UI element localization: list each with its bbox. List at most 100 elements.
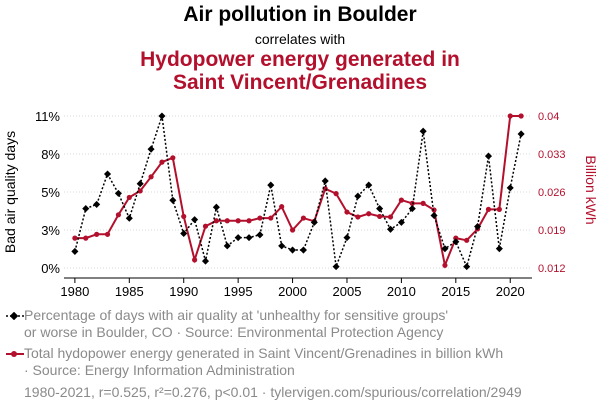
title2-line2: Saint Vincent/Grenadines: [172, 71, 428, 94]
data-point-hydropower: [420, 200, 426, 206]
x-tick-label: 2010: [387, 284, 416, 299]
data-point-air-quality: [354, 192, 362, 200]
data-point-hydropower: [115, 212, 122, 218]
title2-line1: Hydopower energy generated in: [140, 48, 460, 71]
data-point-hydropower: [289, 227, 296, 233]
data-point-hydropower: [159, 159, 165, 165]
data-point-hydropower: [94, 231, 100, 237]
x-tick-label: 1990: [169, 284, 198, 299]
data-point-hydropower: [72, 235, 78, 241]
data-point-hydropower: [366, 211, 372, 217]
data-point-hydropower: [333, 191, 339, 197]
data-point-hydropower: [496, 206, 502, 212]
data-point-air-quality: [267, 181, 275, 189]
data-point-air-quality: [310, 218, 318, 226]
grid-lines: [64, 115, 532, 269]
data-point-air-quality: [365, 181, 373, 189]
y2-tick-label: 0.026: [538, 187, 566, 199]
data-point-hydropower: [181, 213, 187, 220]
chart-title: Air pollution in Boulder: [183, 3, 417, 26]
data-point-hydropower: [224, 218, 230, 224]
data-point-hydropower: [257, 215, 263, 221]
y-tick-label: 0%: [41, 261, 60, 276]
data-point-air-quality: [180, 229, 188, 237]
data-point-air-quality: [343, 234, 351, 242]
data-point-air-quality: [212, 203, 220, 211]
data-point-hydropower: [192, 257, 198, 263]
series-line-hydropower: [74, 115, 522, 269]
y2-tick-label: 0.033: [538, 149, 566, 161]
data-point-hydropower: [137, 188, 143, 194]
data-point-air-quality: [158, 112, 166, 120]
data-point-air-quality: [82, 205, 90, 213]
y2-tick-label: 0.012: [538, 263, 566, 275]
data-point-hydropower: [485, 206, 492, 212]
data-point-air-quality: [234, 234, 242, 242]
data-point-air-quality: [71, 247, 79, 255]
legend-text-air-quality-line1: Percentage of days with air quality at '…: [24, 307, 449, 323]
data-point-hydropower: [104, 231, 111, 237]
x-tick-label: 2005: [333, 284, 362, 299]
data-point-air-quality: [506, 184, 514, 192]
data-point-air-quality: [93, 200, 101, 208]
data-point-air-quality: [191, 216, 199, 224]
data-point-air-quality: [256, 231, 264, 239]
legend-text-air-quality-line2: or worse in Boulder, CO · Source: Enviro…: [24, 324, 444, 340]
data-point-air-quality: [463, 263, 471, 271]
y-axis-tick-labels: 0% 3% 5% 8% 11%: [35, 109, 60, 276]
data-point-air-quality: [245, 234, 253, 242]
data-point-hydropower: [398, 197, 404, 203]
y-tick-label: 3%: [41, 223, 60, 238]
data-point-air-quality: [517, 130, 525, 138]
data-point-hydropower: [279, 204, 285, 210]
y2-tick-label: 0.04: [538, 111, 559, 123]
data-point-hydropower: [453, 235, 459, 241]
y-tick-label: 11%: [35, 109, 60, 124]
data-point-hydropower: [83, 235, 89, 241]
data-point-air-quality: [376, 205, 384, 213]
data-point-air-quality: [125, 214, 133, 222]
chart-title-secondary: Hydopower energy generated in Saint Vinc…: [0, 48, 600, 94]
data-point-air-quality: [299, 246, 307, 254]
x-axis: 1980 1985 1990 1995 2000 2005 2010 2015 2020: [60, 277, 532, 299]
y2-axis-label: Billion kWh: [583, 155, 599, 224]
y-axis-label: Bad air quality days: [2, 131, 18, 253]
x-tick-label: 2000: [278, 284, 307, 299]
data-point-air-quality: [223, 242, 231, 250]
data-point-air-quality: [452, 238, 460, 246]
legend-marker-hydropower: [6, 351, 24, 357]
data-point-air-quality: [114, 189, 122, 197]
data-point-hydropower: [148, 174, 154, 180]
data-point-hydropower: [464, 237, 470, 243]
y2-axis-tick-labels: 0.012 0.019 0.026 0.033 0.04: [538, 111, 566, 275]
data-point-hydropower: [246, 218, 252, 224]
chart-subtitle: correlates with: [254, 31, 346, 47]
data-point-hydropower: [268, 215, 274, 221]
y-tick-label: 8%: [41, 147, 60, 162]
data-point-air-quality: [147, 145, 155, 153]
data-point-air-quality: [201, 257, 210, 265]
data-point-hydropower: [518, 113, 524, 119]
data-point-hydropower: [126, 194, 132, 201]
legend-text-hydropower-line2: · Source: Energy Information Administrat…: [24, 362, 295, 378]
data-point-air-quality: [136, 180, 144, 188]
data-point-air-quality: [408, 205, 416, 213]
footer-stats: 1980-2021, r=0.525, r²=0.276, p<0.01 · t…: [24, 384, 522, 400]
data-point-hydropower: [300, 215, 307, 221]
x-tick-label: 2015: [441, 284, 470, 299]
legend-marker-air-quality: [6, 312, 24, 320]
data-point-air-quality: [386, 225, 395, 233]
series-air-quality: [71, 112, 525, 271]
data-point-air-quality: [321, 177, 329, 185]
data-point-air-quality: [103, 170, 112, 178]
data-point-hydropower: [202, 223, 209, 229]
data-point-hydropower: [213, 218, 219, 224]
data-point-air-quality: [430, 211, 438, 220]
legend-text-hydropower-line1: Total hydopower energy generated in Sain…: [24, 345, 504, 361]
data-point-hydropower: [507, 113, 513, 119]
data-point-air-quality: [332, 263, 340, 271]
data-point-air-quality: [419, 127, 427, 135]
data-point-air-quality: [441, 245, 449, 253]
y-tick-label: 5%: [41, 185, 60, 200]
data-point-air-quality: [169, 196, 177, 204]
